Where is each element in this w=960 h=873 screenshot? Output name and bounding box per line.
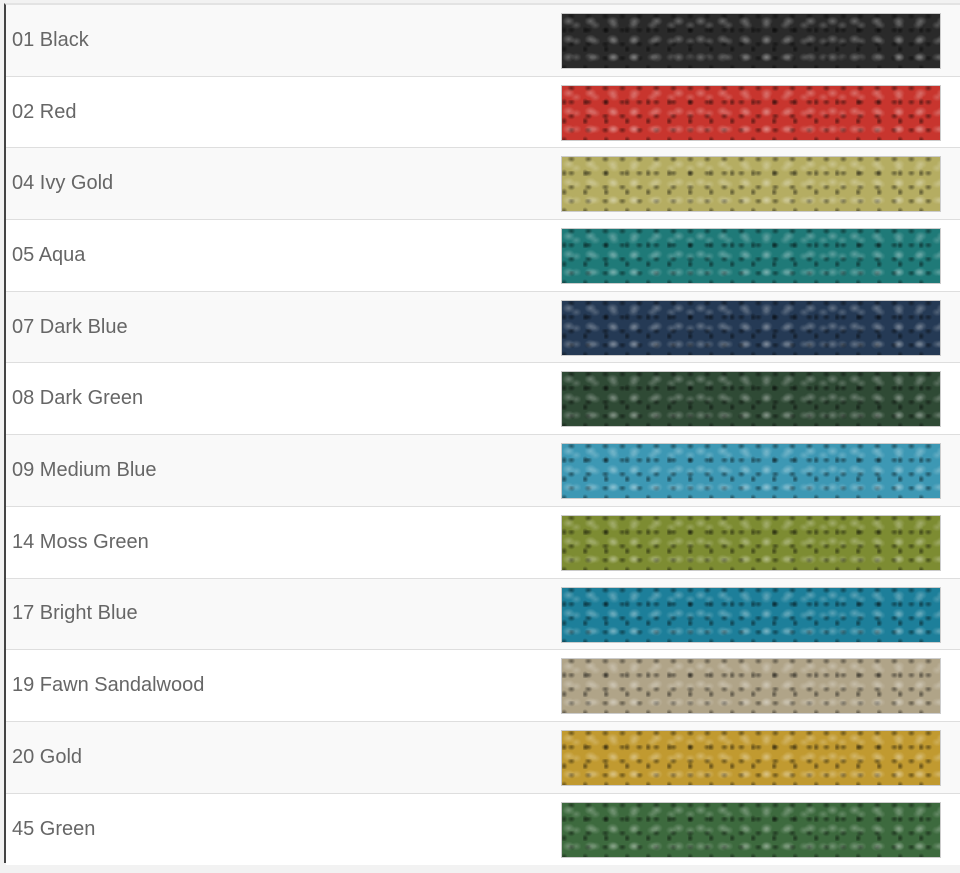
color-label: 01 Black [12,28,89,51]
color-row: 14 Moss Green [6,506,960,579]
color-label: 08 Dark Green [12,387,144,410]
color-swatch [561,443,941,500]
color-swatch [561,84,941,141]
color-label: 17 Bright Blue [12,602,138,625]
color-row: 17 Bright Blue [6,578,960,651]
color-row: 45 Green [6,793,960,866]
color-row: 02 Red [6,76,960,149]
color-label: 14 Moss Green [12,530,149,553]
color-swatch [561,586,941,643]
color-row: 09 Medium Blue [6,435,960,507]
color-row: 19 Fawn Sandalwood [6,650,960,722]
color-row: 04 Ivy Gold [6,148,960,221]
color-row: 01 Black [6,5,960,77]
color-label: 02 Red [12,100,77,123]
color-swatch [561,801,941,858]
color-row: 08 Dark Green [6,363,960,436]
color-label: 09 Medium Blue [12,458,157,481]
color-row: 05 Aqua [6,220,960,292]
color-swatch [561,729,941,786]
color-label: 45 Green [12,817,96,840]
color-swatch [561,228,941,285]
color-label: 05 Aqua [12,243,86,266]
color-swatch [561,371,941,428]
color-label: 04 Ivy Gold [12,172,114,195]
color-swatch [561,299,941,356]
color-swatch [561,156,941,213]
color-row: 07 Dark Blue [6,291,960,364]
color-swatch [561,658,941,715]
color-label: 07 Dark Blue [12,315,128,338]
color-row: 20 Gold [6,721,960,794]
color-swatch [561,514,941,571]
color-label: 19 Fawn Sandalwood [12,674,205,697]
color-chart: 01 Black 02 Red 04 Ivy Gold 05 Aqua 07 Dark … [4,3,960,866]
color-swatch [561,13,941,69]
color-label: 20 Gold [12,745,83,768]
